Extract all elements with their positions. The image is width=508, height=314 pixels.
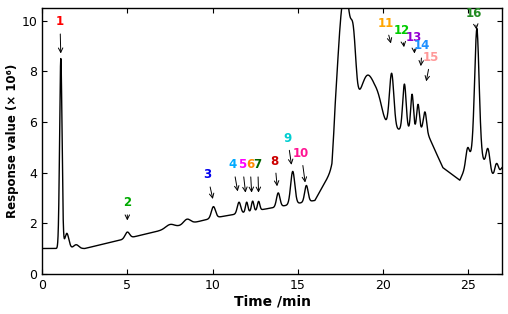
Text: 6: 6 xyxy=(246,158,254,192)
Text: 8: 8 xyxy=(271,154,279,185)
X-axis label: Time /min: Time /min xyxy=(234,295,311,308)
Text: 4: 4 xyxy=(229,158,239,190)
Text: 7: 7 xyxy=(253,158,262,192)
Text: 16: 16 xyxy=(466,7,483,28)
Text: 5: 5 xyxy=(238,158,247,192)
Text: 1: 1 xyxy=(56,15,64,52)
Text: 10: 10 xyxy=(293,147,309,181)
Y-axis label: Response value (× 10⁶): Response value (× 10⁶) xyxy=(6,64,19,218)
Text: 15: 15 xyxy=(423,51,439,80)
Text: 13: 13 xyxy=(406,30,422,52)
Text: 3: 3 xyxy=(203,169,214,198)
Text: 12: 12 xyxy=(394,24,410,46)
Text: 11: 11 xyxy=(377,17,394,42)
Text: 9: 9 xyxy=(283,132,293,164)
Text: 14: 14 xyxy=(414,40,430,65)
Text: 2: 2 xyxy=(123,196,132,219)
